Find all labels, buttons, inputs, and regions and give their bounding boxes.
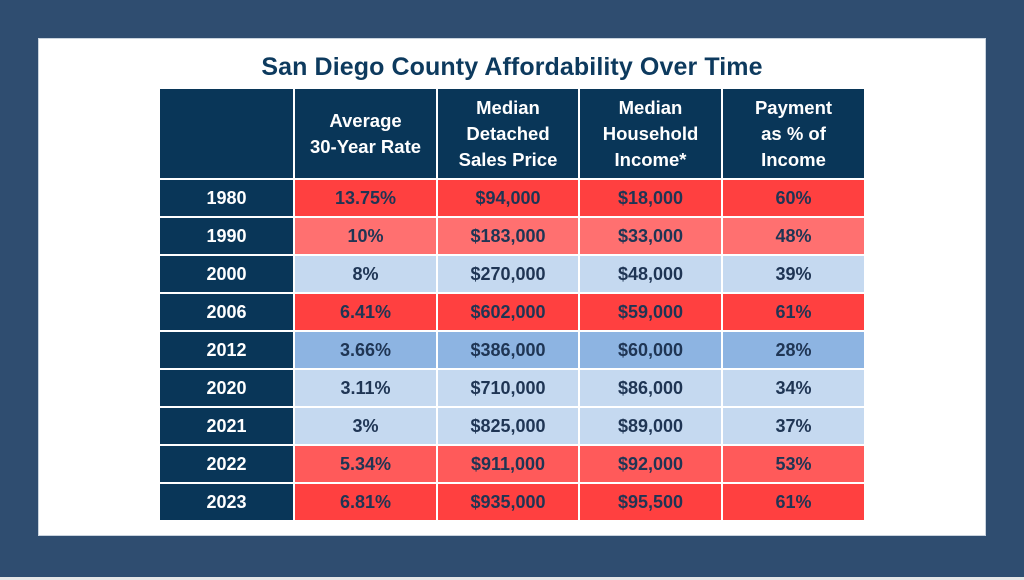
table-header-row: Average 30-Year Rate Median Detached Sal…	[160, 89, 864, 178]
cell-average-rate: 3.11%	[295, 370, 436, 406]
cell-median-price: $183,000	[438, 218, 578, 254]
cell-payment-pct: 39%	[723, 256, 864, 292]
cell-median-price: $94,000	[438, 180, 578, 216]
cell-median-income: $95,500	[580, 484, 721, 520]
table-row: 2012 3.66% $386,000 $60,000 28%	[160, 332, 864, 368]
cell-average-rate: 6.41%	[295, 294, 436, 330]
table-row: 1980 13.75% $94,000 $18,000 60%	[160, 180, 864, 216]
cell-median-income: $59,000	[580, 294, 721, 330]
cell-median-price: $911,000	[438, 446, 578, 482]
cell-median-income: $48,000	[580, 256, 721, 292]
cell-median-price: $710,000	[438, 370, 578, 406]
cell-median-income: $92,000	[580, 446, 721, 482]
cell-average-rate: 6.81%	[295, 484, 436, 520]
header-line: Median	[476, 96, 540, 118]
cell-year: 2023	[160, 484, 293, 520]
bottom-strip	[0, 577, 1024, 580]
cell-median-price: $825,000	[438, 408, 578, 444]
cell-payment-pct: 60%	[723, 180, 864, 216]
cell-median-income: $86,000	[580, 370, 721, 406]
header-line: Average	[329, 109, 402, 131]
cell-median-price: $935,000	[438, 484, 578, 520]
cell-median-income: $33,000	[580, 218, 721, 254]
header-line: Detached	[466, 122, 550, 144]
table-row: 1990 10% $183,000 $33,000 48%	[160, 218, 864, 254]
header-line: Income	[761, 148, 826, 170]
cell-average-rate: 13.75%	[295, 180, 436, 216]
cell-average-rate: 10%	[295, 218, 436, 254]
table-row: 2000 8% $270,000 $48,000 39%	[160, 256, 864, 292]
page-title: San Diego County Affordability Over Time	[261, 53, 763, 81]
affordability-table: Average 30-Year Rate Median Detached Sal…	[158, 87, 866, 522]
cell-median-price: $270,000	[438, 256, 578, 292]
cell-average-rate: 3%	[295, 408, 436, 444]
cell-average-rate: 8%	[295, 256, 436, 292]
cell-year: 2021	[160, 408, 293, 444]
header-line: Sales Price	[458, 148, 558, 170]
cell-year: 2020	[160, 370, 293, 406]
content-panel: San Diego County Affordability Over Time…	[38, 38, 986, 536]
cell-year: 1990	[160, 218, 293, 254]
header-payment-pct: Payment as % of Income	[723, 89, 864, 178]
cell-year: 2000	[160, 256, 293, 292]
table-row: 2021 3% $825,000 $89,000 37%	[160, 408, 864, 444]
cell-median-price: $602,000	[438, 294, 578, 330]
cell-payment-pct: 48%	[723, 218, 864, 254]
header-corner	[160, 89, 293, 178]
cell-average-rate: 5.34%	[295, 446, 436, 482]
header-median-price: Median Detached Sales Price	[438, 89, 578, 178]
cell-average-rate: 3.66%	[295, 332, 436, 368]
table-row: 2023 6.81% $935,000 $95,500 61%	[160, 484, 864, 520]
cell-year: 2022	[160, 446, 293, 482]
cell-payment-pct: 61%	[723, 294, 864, 330]
table-row: 2006 6.41% $602,000 $59,000 61%	[160, 294, 864, 330]
header-line: Median	[618, 96, 683, 118]
cell-median-income: $89,000	[580, 408, 721, 444]
cell-payment-pct: 61%	[723, 484, 864, 520]
header-line: Income*	[614, 148, 687, 170]
cell-payment-pct: 28%	[723, 332, 864, 368]
table-row: 2020 3.11% $710,000 $86,000 34%	[160, 370, 864, 406]
header-line: 30-Year Rate	[309, 135, 422, 157]
cell-year: 1980	[160, 180, 293, 216]
cell-payment-pct: 37%	[723, 408, 864, 444]
header-line: Household	[602, 122, 699, 144]
cell-median-price: $386,000	[438, 332, 578, 368]
cell-year: 2012	[160, 332, 293, 368]
cell-payment-pct: 34%	[723, 370, 864, 406]
table-body: 1980 13.75% $94,000 $18,000 60% 1990 10% $183,0…	[160, 180, 864, 520]
header-average-rate: Average 30-Year Rate	[295, 89, 436, 178]
header-median-income: Median Household Income*	[580, 89, 721, 178]
header-line: as % of	[761, 122, 826, 144]
cell-median-income: $18,000	[580, 180, 721, 216]
cell-median-income: $60,000	[580, 332, 721, 368]
cell-year: 2006	[160, 294, 293, 330]
cell-payment-pct: 53%	[723, 446, 864, 482]
header-line: Payment	[754, 96, 833, 118]
table-row: 2022 5.34% $911,000 $92,000 53%	[160, 446, 864, 482]
